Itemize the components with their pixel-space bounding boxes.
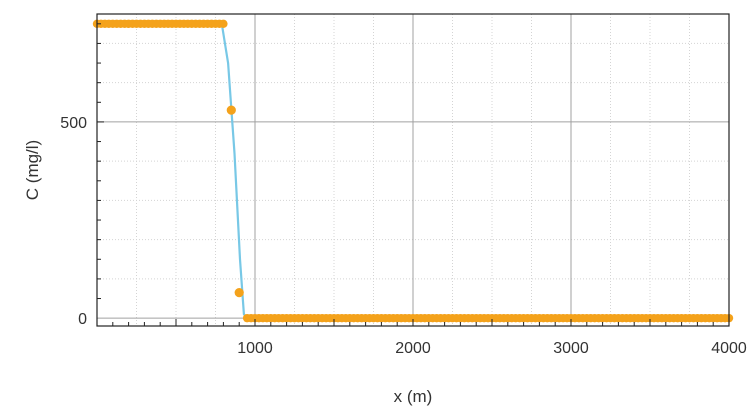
x-tick-label: 1000 [237,340,273,357]
y-tick-label: 0 [78,311,87,328]
x-tick-label: 3000 [553,340,589,357]
data-point [234,288,244,298]
data-point [226,105,236,115]
x-axis-label: x (m) [394,387,433,406]
y-tick-label: 500 [60,115,87,132]
x-tick-labels: 1000 2000 3000 4000 [237,340,747,357]
x-tick-label: 4000 [711,340,747,357]
x-axis-ticks [112,319,714,326]
data-series-markers [92,19,734,323]
x-tick-label: 2000 [395,340,431,357]
data-point [219,19,228,29]
y-axis-label: C (mg/l) [23,140,42,200]
y-axis-ticks [97,23,104,300]
y-tick-labels: 0 500 [60,115,87,328]
